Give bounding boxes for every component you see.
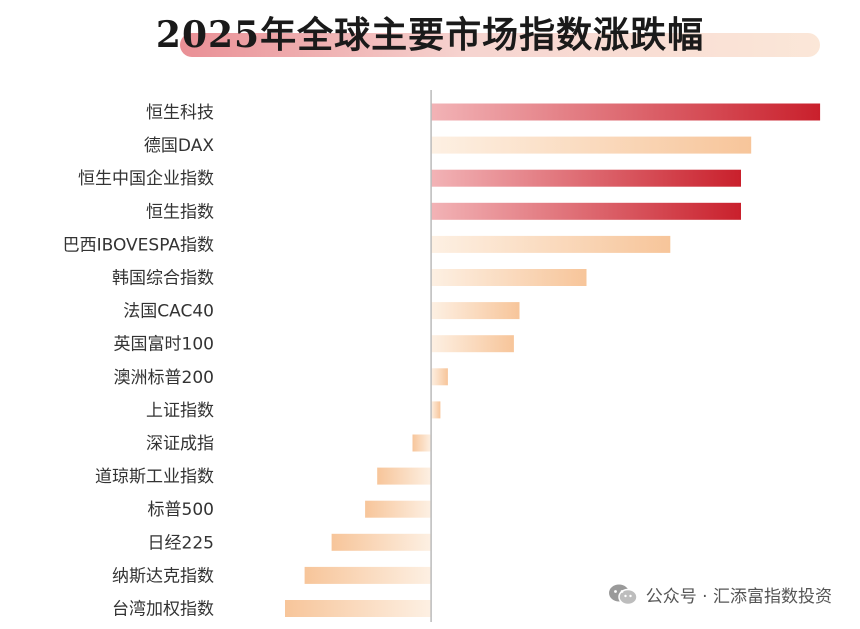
category-label-2: 恒生中国企业指数 xyxy=(78,169,214,189)
bar-0 xyxy=(431,103,821,121)
bar-2 xyxy=(431,169,741,187)
bar-13 xyxy=(331,533,432,551)
bar-5 xyxy=(431,269,587,286)
bar-3 xyxy=(431,202,741,220)
watermark-text: 公众号 · 汇添富指数投资 xyxy=(645,587,832,607)
category-label-1: 德国DAX xyxy=(144,136,214,156)
bar-11 xyxy=(377,467,432,485)
category-label-13: 日经225 xyxy=(148,533,214,553)
category-label-10: 深证成指 xyxy=(146,434,214,454)
bar-12 xyxy=(365,500,432,518)
bar-1 xyxy=(431,136,752,154)
category-label-0: 恒生科技 xyxy=(146,103,214,123)
category-label-7: 英国富时100 xyxy=(114,335,214,355)
title-highlight-band xyxy=(180,33,820,57)
chart-title-area: 2025年全球主要市场指数涨跌幅 xyxy=(0,0,860,70)
watermark: 公众号 · 汇添富指数投资 xyxy=(608,582,832,607)
category-label-14: 纳斯达克指数 xyxy=(112,566,214,586)
category-label-11: 道琼斯工业指数 xyxy=(95,467,214,487)
bar-8 xyxy=(431,368,448,386)
bar-14 xyxy=(304,566,432,584)
bar-6 xyxy=(431,302,520,320)
category-label-9: 上证指数 xyxy=(146,401,214,421)
bar-9 xyxy=(431,401,441,419)
category-label-6: 法国CAC40 xyxy=(123,302,214,322)
category-label-15: 台湾加权指数 xyxy=(112,600,214,620)
chart-title: 2025年全球主要市场指数涨跌幅 xyxy=(155,14,705,56)
category-label-3: 恒生指数 xyxy=(146,202,214,222)
category-label-4: 巴西IBOVESPA指数 xyxy=(63,235,214,255)
bar-10 xyxy=(412,434,432,452)
bar-4 xyxy=(431,235,671,253)
category-label-12: 标普500 xyxy=(148,500,214,520)
bar-7 xyxy=(431,335,514,353)
category-label-8: 澳洲标普200 xyxy=(114,368,214,388)
bar-15 xyxy=(285,600,432,617)
category-label-5: 韩国综合指数 xyxy=(112,269,214,289)
bars-layer xyxy=(285,103,821,617)
wechat-icon xyxy=(608,583,638,607)
